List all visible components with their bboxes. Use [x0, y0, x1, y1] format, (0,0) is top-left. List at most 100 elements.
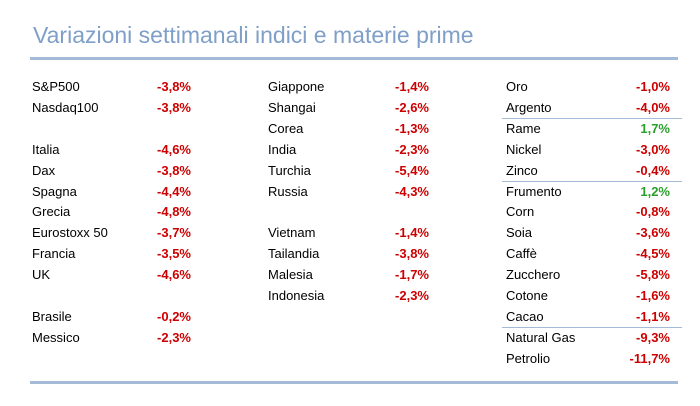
instrument-name: Nickel — [506, 141, 542, 157]
table-row: Brasile -0,2% — [32, 306, 191, 327]
weekly-change-value: -2,6% — [395, 99, 429, 115]
table-row: India -2,3% — [268, 139, 429, 160]
instrument-name: Messico — [32, 329, 80, 345]
weekly-change-value: -4,0% — [636, 99, 670, 115]
table-row: Indonesia -2,3% — [268, 285, 429, 306]
weekly-change-value: -0,4% — [636, 162, 670, 178]
instrument-name: Spagna — [32, 183, 77, 199]
weekly-change-value: -11,7% — [629, 350, 670, 366]
instrument-name: Corn — [506, 204, 535, 220]
table-row: Soia -3,6% — [506, 222, 670, 243]
instrument-name: UK — [32, 267, 51, 283]
weekly-change-value: -4,3% — [395, 183, 429, 199]
instrument-name: Cacao — [506, 308, 544, 324]
instrument-name: Brasile — [32, 308, 72, 324]
table-row: Spagna -4,4% — [32, 181, 191, 202]
table-row: Frumento 1,2% — [506, 181, 670, 202]
instrument-name: Vietnam — [268, 225, 316, 241]
weekly-change-value: -3,5% — [157, 246, 191, 262]
table-row: Eurostoxx 50 -3,7% — [32, 222, 191, 243]
table-row: Malesia -1,7% — [268, 264, 429, 285]
weekly-change-value: -3,8% — [157, 99, 191, 115]
table-row: Petrolio -11,7% — [506, 348, 670, 369]
top-divider — [30, 57, 678, 60]
table-row: Giappone -1,4% — [268, 76, 429, 97]
table-row: Dax -3,8% — [32, 160, 191, 181]
weekly-change-value: -4,6% — [157, 267, 191, 283]
weekly-change-value: -3,6% — [636, 225, 670, 241]
weekly-change-value: 1,2% — [640, 183, 670, 199]
table-row: Zinco -0,4% — [506, 160, 670, 181]
weekly-change-value: -2,3% — [395, 141, 429, 157]
weekly-change-value: -4,4% — [157, 183, 191, 199]
instrument-name: Nasdaq100 — [32, 99, 99, 115]
instrument-name: Zucchero — [506, 267, 561, 283]
weekly-change-value: -0,8% — [636, 204, 670, 220]
instrument-name: Grecia — [32, 204, 71, 220]
table-row: Francia -3,5% — [32, 243, 191, 264]
table-row: Cacao -1,1% — [506, 306, 670, 327]
table-row: Oro -1,0% — [506, 76, 670, 97]
weekly-change-value: -1,7% — [395, 267, 429, 283]
weekly-change-value: -0,2% — [157, 308, 191, 324]
weekly-change-value: -3,8% — [157, 162, 191, 178]
instrument-name: India — [268, 141, 297, 157]
table-row: Natural Gas -9,3% — [506, 327, 670, 348]
weekly-change-value: -2,3% — [395, 288, 429, 303]
table-row: Italia -4,6% — [32, 139, 191, 160]
weekly-change-value: -3,0% — [636, 141, 670, 157]
table-row: Tailandia -3,8% — [268, 243, 429, 264]
instrument-name: Cotone — [506, 288, 548, 303]
instrument-name: Soia — [506, 225, 533, 241]
weekly-change-value: -3,8% — [395, 246, 429, 262]
instrument-name: Corea — [268, 120, 304, 136]
table-row: Corn -0,8% — [506, 201, 670, 222]
weekly-change-value: -9,3% — [636, 329, 670, 345]
table-row: Grecia -4,8% — [32, 201, 191, 222]
table-row: Cotone -1,6% — [506, 285, 670, 306]
weekly-change-value: 1,7% — [640, 120, 670, 136]
instrument-name: Frumento — [506, 183, 562, 199]
weekly-change-value: -1,6% — [636, 288, 670, 303]
table-row: Rame 1,7% — [506, 118, 670, 139]
table-row: Russia -4,3% — [268, 181, 429, 202]
page-title: Variazioni settimanali indici e materie … — [33, 22, 474, 48]
instrument-name: S&P500 — [32, 79, 80, 94]
instrument-name: Francia — [32, 246, 76, 262]
table-row: UK -4,6% — [32, 264, 191, 285]
group-separator — [502, 180, 682, 182]
weekly-change-value: -1,1% — [636, 308, 670, 324]
instrument-name: Petrolio — [506, 350, 551, 366]
table-row: Shangai -2,6% — [268, 97, 429, 118]
instrument-name: Dax — [32, 162, 56, 178]
table-row: Messico -2,3% — [32, 327, 191, 348]
weekly-change-value: -4,6% — [157, 141, 191, 157]
instrument-name: Giappone — [268, 79, 325, 94]
table-row: Nasdaq100 -3,8% — [32, 97, 191, 118]
group-separator — [502, 117, 682, 119]
weekly-change-value: -1,0% — [636, 79, 670, 94]
instrument-name: Oro — [506, 79, 528, 94]
instrument-name: Zinco — [506, 162, 538, 178]
weekly-change-value: -4,5% — [636, 246, 670, 262]
instrument-name: Argento — [506, 99, 552, 115]
instrument-name: Italia — [32, 141, 60, 157]
weekly-change-value: -5,4% — [395, 162, 429, 178]
table-row: Zucchero -5,8% — [506, 264, 670, 285]
weekly-change-value: -4,8% — [157, 204, 191, 220]
instrument-name: Indonesia — [268, 288, 325, 303]
weekly-change-value: -3,7% — [157, 225, 191, 241]
instrument-name: Caffè — [506, 246, 537, 262]
instrument-name: Turchia — [268, 162, 311, 178]
table-row: Vietnam -1,4% — [268, 222, 429, 243]
table-row: Nickel -3,0% — [506, 139, 670, 160]
weekly-change-value: -2,3% — [157, 329, 191, 345]
table-row: S&P500 -3,8% — [32, 76, 191, 97]
instrument-name: Malesia — [268, 267, 313, 283]
weekly-change-value: -3,8% — [157, 79, 191, 94]
instrument-name: Tailandia — [268, 246, 320, 262]
table-row: Corea -1,3% — [268, 118, 429, 139]
instrument-name: Shangai — [268, 99, 316, 115]
bottom-divider — [30, 381, 678, 384]
table-row: Argento -4,0% — [506, 97, 670, 118]
